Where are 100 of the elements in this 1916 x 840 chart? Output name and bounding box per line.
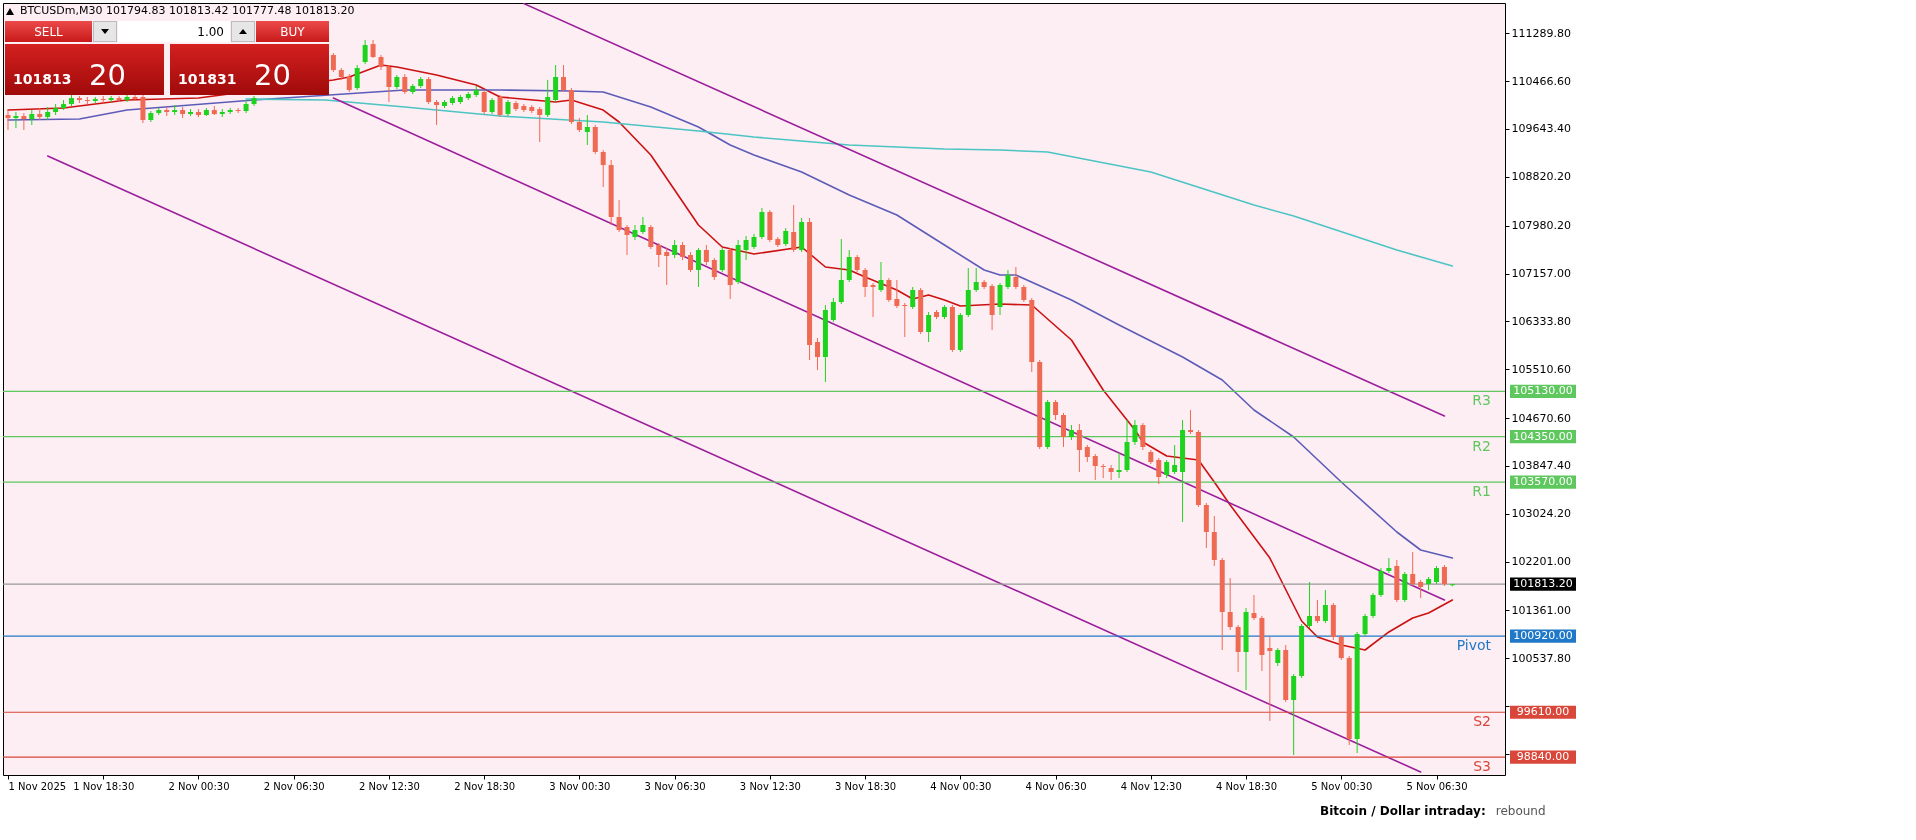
candlestick bbox=[910, 286, 916, 310]
text: 100920.00 bbox=[1513, 629, 1573, 643]
candlestick bbox=[711, 257, 717, 281]
y-tick-label: 100537.80 bbox=[1511, 651, 1571, 665]
text: Bitcoin / Dollar intraday: bbox=[1320, 804, 1486, 818]
candlestick bbox=[235, 107, 241, 114]
candlestick bbox=[1164, 459, 1170, 479]
annotation: 20 bbox=[89, 58, 126, 92]
candlestick bbox=[814, 337, 820, 371]
candlestick bbox=[1410, 551, 1416, 587]
y-tick-label: 103847.40 bbox=[1511, 459, 1571, 473]
x-tick-label: 4 Nov 06:30 bbox=[1025, 780, 1087, 792]
candlestick bbox=[1053, 399, 1059, 421]
y-tick-label: 107980.20 bbox=[1511, 219, 1571, 233]
candlestick bbox=[1386, 557, 1392, 574]
candlestick bbox=[1370, 592, 1376, 619]
candlestick bbox=[1140, 422, 1146, 451]
x-tick-label: 5 Nov 00:30 bbox=[1311, 780, 1373, 792]
text: 98840.00 bbox=[1516, 750, 1570, 764]
candlestick bbox=[434, 99, 440, 126]
candlestick bbox=[5, 109, 11, 131]
candlestick bbox=[886, 277, 892, 303]
candlestick bbox=[1441, 564, 1447, 587]
candlestick bbox=[386, 64, 392, 103]
candlestick bbox=[132, 94, 138, 102]
candlestick bbox=[362, 39, 368, 65]
candlestick bbox=[140, 94, 146, 124]
candlestick bbox=[624, 224, 630, 256]
candlestick bbox=[688, 251, 694, 273]
candlestick bbox=[878, 261, 884, 293]
candlestick bbox=[719, 247, 725, 273]
x-tick-label: 4 Nov 12:30 bbox=[1120, 780, 1182, 792]
candlestick bbox=[870, 282, 876, 318]
candlestick bbox=[973, 267, 979, 293]
candlestick bbox=[116, 95, 122, 103]
ref-line-label: S2 bbox=[1473, 713, 1491, 730]
candlestick bbox=[680, 241, 686, 261]
y-tick-label: 104670.60 bbox=[1511, 411, 1571, 425]
candlestick bbox=[648, 224, 654, 250]
y-tick-label: 105510.60 bbox=[1511, 362, 1571, 376]
text: 101813.20 bbox=[1513, 577, 1573, 591]
candlestick bbox=[1100, 463, 1106, 479]
candlestick bbox=[561, 64, 567, 93]
candlestick bbox=[926, 311, 932, 343]
candlestick bbox=[124, 94, 130, 103]
candlestick bbox=[1092, 453, 1098, 481]
candlestick bbox=[243, 99, 249, 114]
candlestick bbox=[553, 64, 559, 103]
x-tick-label: 2 Nov 12:30 bbox=[358, 780, 420, 792]
candlestick bbox=[743, 235, 749, 261]
annotation: BUY bbox=[256, 21, 329, 42]
candlestick bbox=[21, 112, 27, 131]
candlestick bbox=[1061, 412, 1067, 448]
candlestick bbox=[1116, 452, 1122, 479]
candlestick bbox=[632, 224, 638, 241]
candlestick bbox=[1267, 636, 1273, 722]
candlestick bbox=[894, 279, 900, 309]
candlestick bbox=[703, 244, 709, 266]
candlestick bbox=[497, 94, 503, 118]
candlestick bbox=[1187, 409, 1193, 435]
candlestick bbox=[695, 247, 701, 288]
y-tick-label: 108820.20 bbox=[1511, 170, 1571, 184]
candlestick bbox=[1322, 589, 1328, 624]
x-tick-label: 2 Nov 18:30 bbox=[454, 780, 516, 792]
candlestick bbox=[537, 106, 543, 143]
text: rebound bbox=[1495, 804, 1546, 818]
candlestick bbox=[1005, 269, 1011, 290]
candlestick bbox=[1172, 444, 1178, 475]
annotation: 1.00 bbox=[118, 21, 230, 42]
candlestick bbox=[1108, 464, 1114, 481]
y-tick-label: 106333.80 bbox=[1511, 314, 1571, 328]
candlestick bbox=[664, 247, 670, 286]
ref-line-label: R1 bbox=[1472, 483, 1491, 500]
candlestick bbox=[997, 282, 1003, 316]
candlestick bbox=[672, 239, 678, 259]
chart-title: BTCUSDm,M30 101794.83 101813.42 101777.48 101813.20 bbox=[18, 4, 357, 17]
candlestick bbox=[1418, 579, 1424, 599]
candlestick bbox=[481, 89, 487, 115]
candlestick bbox=[545, 79, 551, 118]
text: 99610.00 bbox=[1516, 705, 1570, 719]
candlestick bbox=[1076, 423, 1082, 473]
candlestick bbox=[354, 64, 360, 91]
ref-line-label: R2 bbox=[1472, 437, 1491, 454]
annotation: 101813 bbox=[13, 71, 72, 87]
candlestick bbox=[1156, 457, 1162, 485]
x-tick-label: 1 Nov 2025 bbox=[8, 780, 67, 792]
y-tick-label: 110466.60 bbox=[1511, 74, 1571, 88]
x-tick-label: 2 Nov 06:30 bbox=[263, 780, 325, 792]
line-series bbox=[245, 98, 1454, 267]
ref-line-label: Pivot bbox=[1456, 637, 1492, 654]
text: 104350.00 bbox=[1513, 429, 1573, 443]
candlestick bbox=[426, 76, 432, 105]
candlestick bbox=[846, 249, 852, 283]
x-tick-label: 5 Nov 06:30 bbox=[1406, 780, 1468, 792]
candlestick bbox=[1307, 581, 1313, 629]
text: 103570.00 bbox=[1513, 475, 1573, 489]
candlestick bbox=[1132, 419, 1138, 446]
candlestick bbox=[902, 302, 908, 338]
candlestick bbox=[1251, 594, 1257, 621]
candlestick bbox=[1314, 599, 1320, 624]
